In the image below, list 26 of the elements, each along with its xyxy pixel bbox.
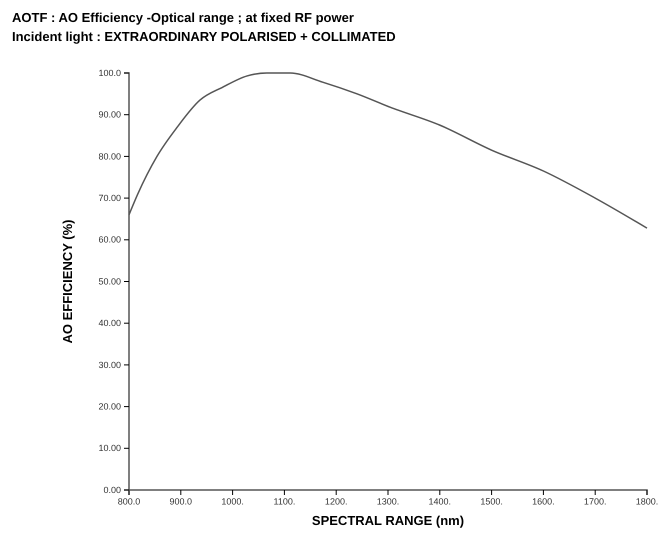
x-tick-label: 1800. bbox=[636, 496, 658, 506]
chart-title: AOTF : AO Efficiency -Optical range ; at fixed RF power bbox=[12, 10, 354, 25]
y-tick-label: 30.00 bbox=[98, 360, 121, 370]
x-tick-label: 1400. bbox=[428, 496, 452, 506]
y-tick-label: 20.00 bbox=[98, 401, 121, 412]
y-tick-label: 100.0 bbox=[98, 68, 121, 78]
chart-subtitle: Incident light : EXTRAORDINARY POLARISED + COLLIMATED bbox=[12, 29, 396, 44]
y-tick-label: 50.00 bbox=[98, 276, 121, 286]
x-tick-label: 1600. bbox=[532, 496, 555, 506]
y-tick-label: 60.00 bbox=[98, 234, 121, 245]
y-tick-label: 40.00 bbox=[98, 318, 121, 328]
x-tick-label: 1100. bbox=[273, 496, 296, 506]
x-tick-label: 1200. bbox=[324, 496, 348, 506]
y-tick-label: 70.00 bbox=[98, 192, 121, 203]
x-tick-label: 1000. bbox=[221, 496, 244, 506]
x-tick-label: 1300. bbox=[376, 496, 400, 506]
y-tick-label: 80.00 bbox=[98, 151, 121, 162]
x-tick-label: 1700. bbox=[584, 496, 606, 506]
x-tick-label: 900.0 bbox=[170, 496, 192, 506]
y-tick-label: 10.00 bbox=[98, 443, 121, 454]
y-tick-label: 0.00 bbox=[103, 484, 121, 495]
x-tick-label: 1500. bbox=[480, 496, 503, 506]
x-axis-title: SPECTRAL RANGE (nm) bbox=[312, 513, 464, 528]
y-axis-title: AO EFFICIENCY (%) bbox=[60, 220, 75, 344]
y-tick-label: 90.00 bbox=[98, 110, 121, 120]
x-tick-label: 800.0 bbox=[118, 496, 140, 506]
